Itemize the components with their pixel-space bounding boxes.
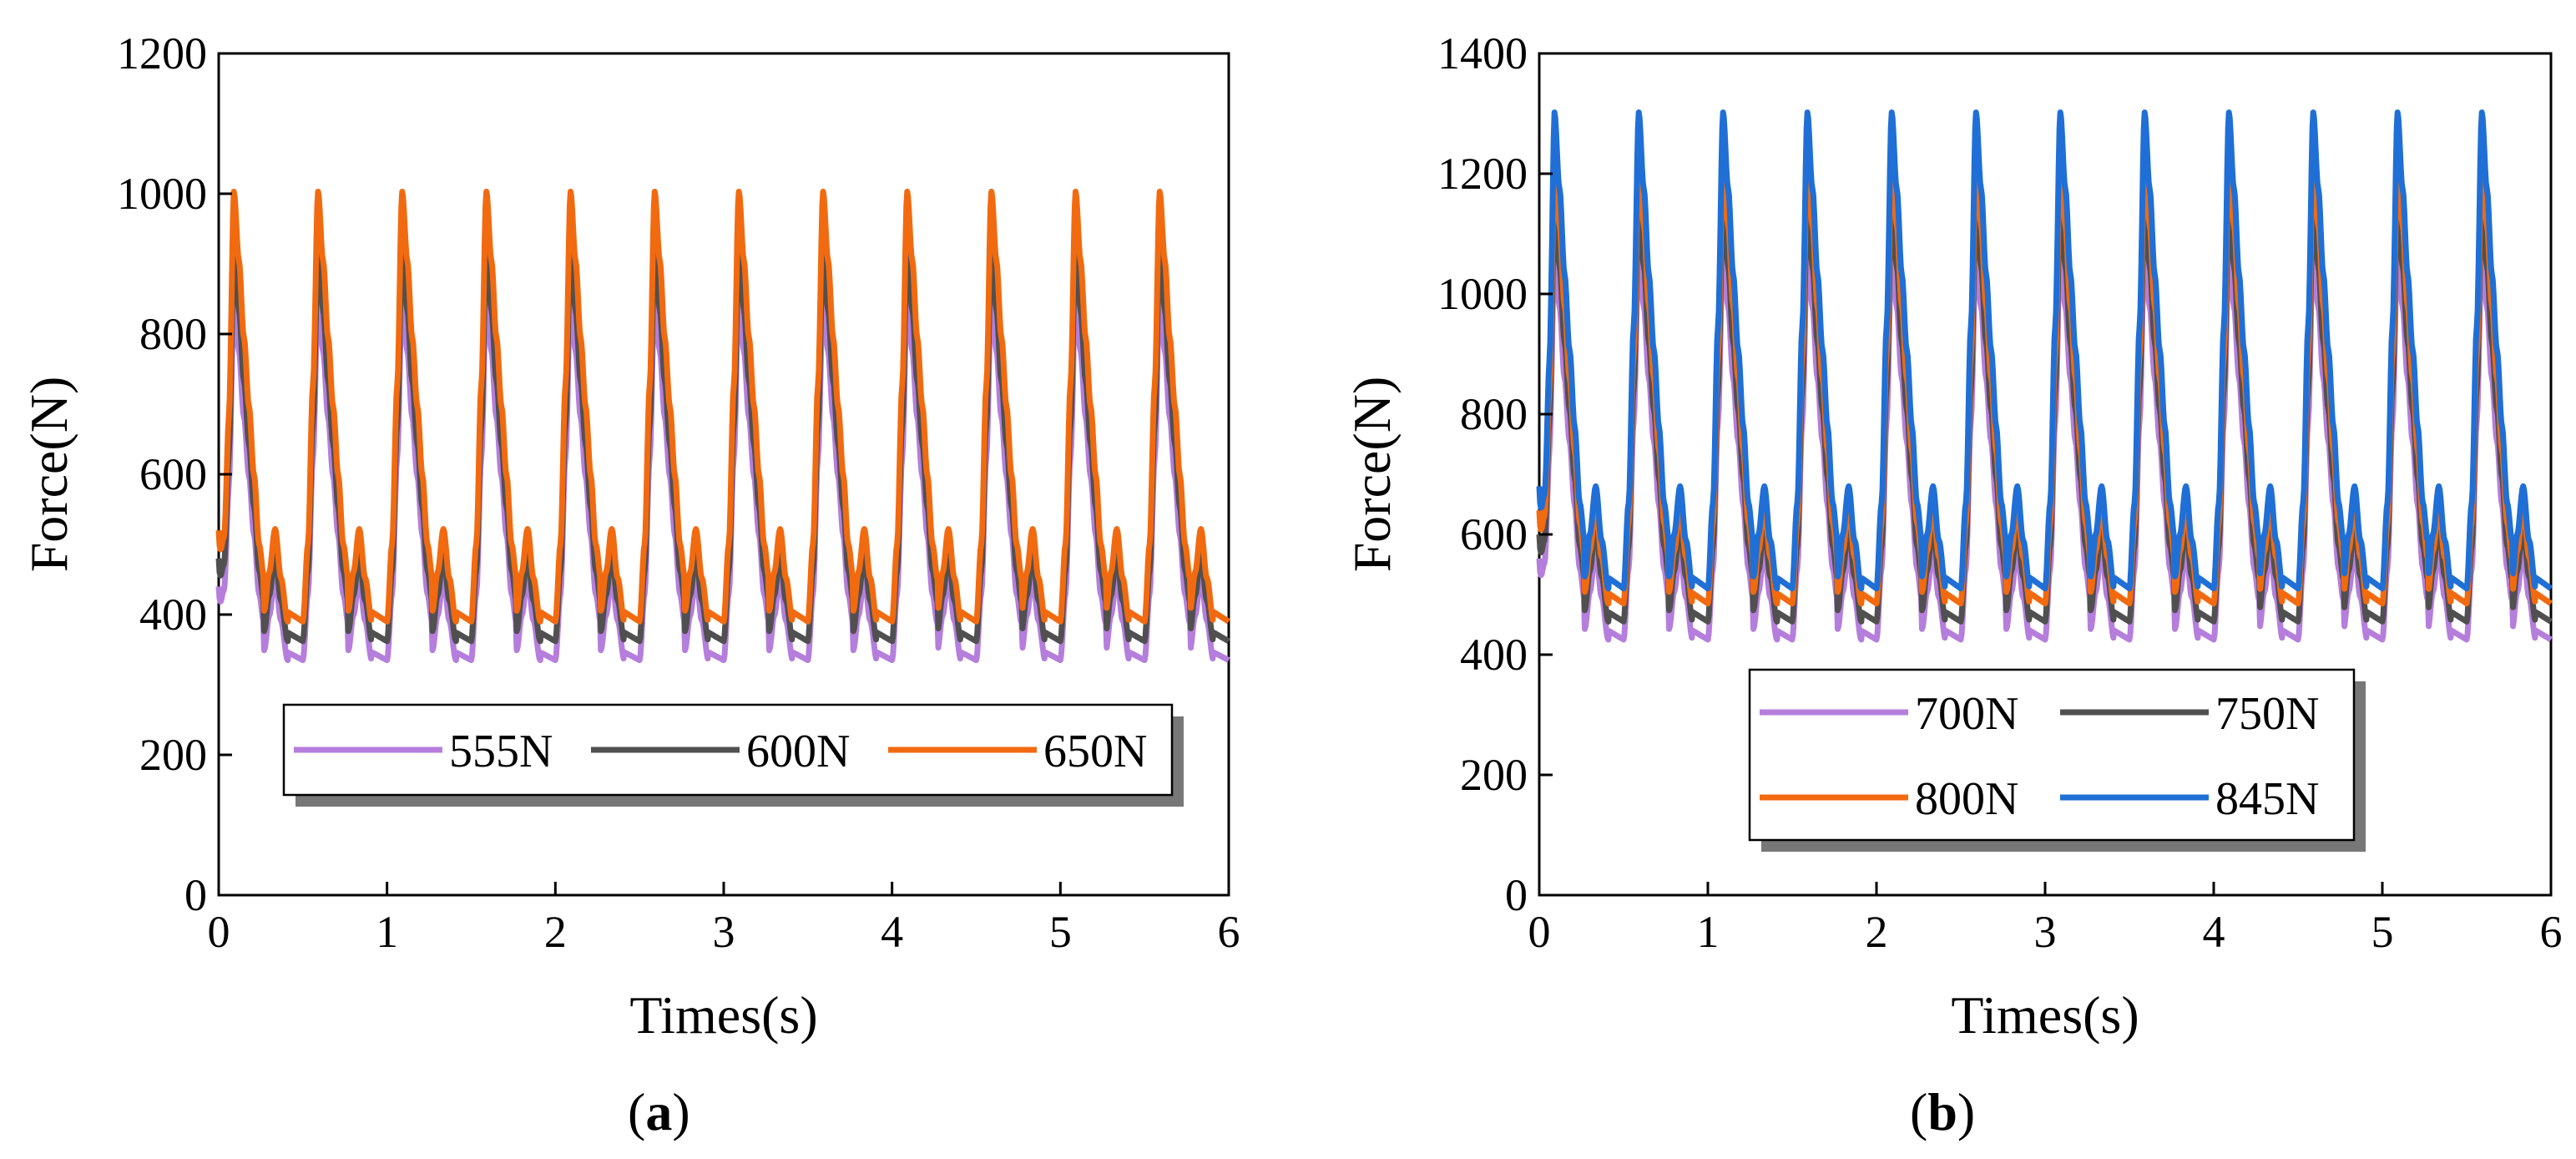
- ticks-group-a: 0 1 2 3 4 5 6 0 200 400 600 800 1000 1200: [117, 28, 1240, 957]
- y-tick-label: 600: [139, 449, 207, 499]
- y-tick-label: 1400: [1437, 28, 1528, 78]
- legend-label-800N: 800N: [1915, 773, 2018, 825]
- panel-label-b: (b): [1910, 1082, 1975, 1141]
- y-tick-label: 0: [1505, 870, 1528, 920]
- x-tick-label: 2: [544, 907, 567, 957]
- y-tick-label: 1000: [117, 169, 207, 219]
- ticks-group-b: 0 1 2 3 4 5 6 0 200 400 600 800 1000 1200 1400: [1437, 28, 2563, 957]
- chart-panel-b: 0 1 2 3 4 5 6 0 200 400 600 800 1000 1200 1400 700N 750…: [1342, 28, 2563, 1141]
- x-tick-label: 3: [2034, 907, 2057, 957]
- x-tick-label: 4: [881, 907, 903, 957]
- legend-label-650N: 650N: [1043, 726, 1147, 777]
- x-tick-label: 1: [376, 907, 398, 957]
- legend-box: [1748, 668, 2356, 842]
- x-tick-label: 6: [2540, 907, 2563, 957]
- chart-panel-a: 0 1 2 3 4 5 6 0 200 400 600 800 1000 1200 555N 600N 650…: [19, 28, 1240, 1141]
- x-tick-label: 4: [2203, 907, 2225, 957]
- series-line-700N: [1536, 240, 2553, 643]
- y-axis-label-b: Force(N): [1342, 377, 1402, 573]
- y-tick-label: 0: [184, 870, 207, 920]
- legend-a: 555N 600N 650N: [282, 703, 1184, 807]
- series-line-650N: [215, 189, 1231, 625]
- y-tick-label: 800: [139, 309, 207, 359]
- x-tick-label: 3: [713, 907, 735, 957]
- x-axis-label-a: Times(s): [629, 985, 817, 1045]
- x-tick-label: 6: [1218, 907, 1240, 957]
- x-tick-label: 0: [208, 907, 230, 957]
- series-group-a: [215, 189, 1231, 664]
- x-tick-label: 5: [2371, 907, 2394, 957]
- series-line-800N: [1536, 149, 2553, 607]
- legend-label-600N: 600N: [746, 726, 850, 777]
- y-tick-label: 800: [1460, 389, 1528, 439]
- legend-b: 700N 750N 800N 845N: [1748, 668, 2366, 852]
- legend-label-845N: 845N: [2215, 773, 2319, 825]
- x-tick-label: 2: [1866, 907, 1888, 957]
- y-tick-label: 400: [139, 590, 207, 640]
- y-tick-label: 200: [139, 730, 207, 780]
- panel-label-a: (a): [628, 1082, 690, 1141]
- y-tick-label: 1000: [1437, 269, 1528, 319]
- legend-label-555N: 555N: [449, 726, 553, 777]
- series-line-555N: [215, 289, 1231, 664]
- x-axis-label-b: Times(s): [1951, 985, 2139, 1045]
- y-tick-label: 1200: [1437, 149, 1528, 199]
- series-line-600N: [215, 243, 1231, 645]
- y-tick-label: 200: [1460, 750, 1528, 800]
- series-line-750N: [1536, 195, 2553, 625]
- y-axis-label-a: Force(N): [19, 377, 78, 573]
- y-tick-label: 1200: [117, 28, 207, 78]
- x-tick-label: 0: [1528, 907, 1551, 957]
- y-tick-label: 600: [1460, 509, 1528, 559]
- x-tick-label: 5: [1049, 907, 1072, 957]
- legend-label-700N: 700N: [1915, 688, 2018, 740]
- y-tick-label: 400: [1460, 630, 1528, 680]
- legend-label-750N: 750N: [2215, 688, 2319, 740]
- series-group-b: [1536, 109, 2553, 643]
- x-tick-label: 1: [1697, 907, 1720, 957]
- series-line-845N: [1536, 109, 2553, 592]
